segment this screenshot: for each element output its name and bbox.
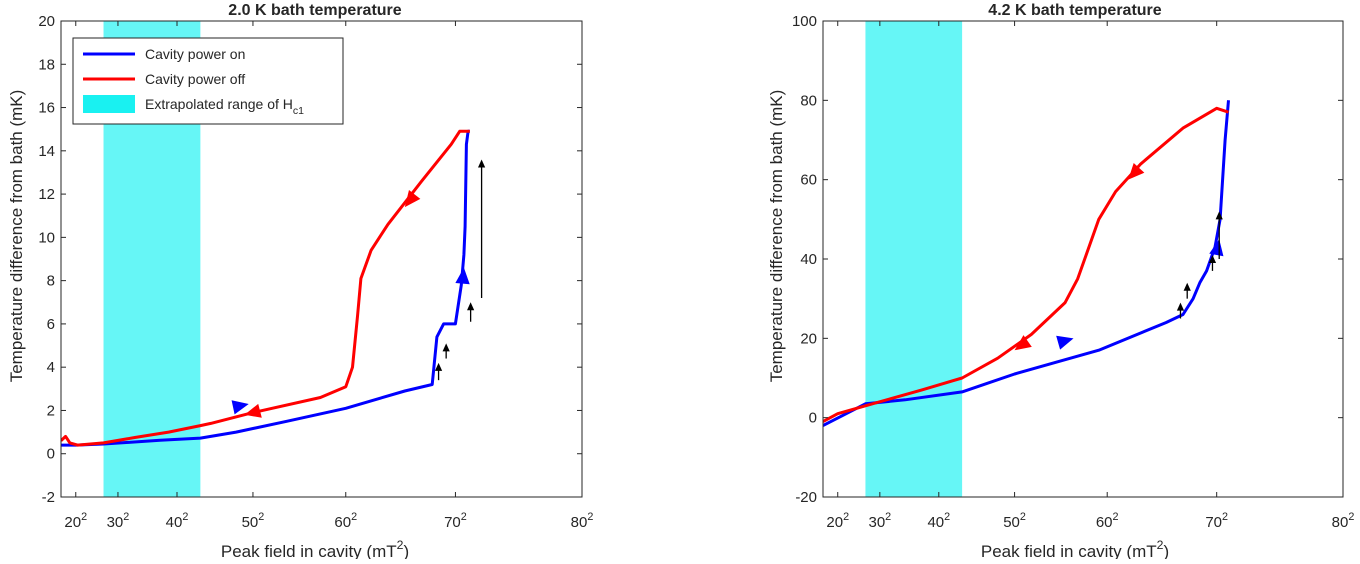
y-tick-label: 8 (47, 273, 55, 290)
legend: Cavity power on Cavity power off Extrapola… (72, 37, 344, 125)
jump-arrow-head (1183, 282, 1191, 291)
jump-arrow-head (1208, 255, 1217, 264)
x-tick-label: 802 (1332, 511, 1355, 531)
y-axis-label: Temperature difference from bath (mK) (767, 90, 786, 383)
x-tick-label: 502 (242, 511, 265, 531)
y-tick-label: -2 (42, 489, 55, 506)
direction-arrow (231, 400, 249, 415)
x-tick-label: 702 (444, 511, 467, 531)
direction-arrow (1209, 239, 1224, 257)
series-power-off-line (823, 106, 1229, 423)
x-tick-label: 802 (571, 511, 594, 531)
direction-arrow (1056, 335, 1074, 350)
y-tick-label: 80 (800, 92, 817, 109)
chart-panel-4k: 4.2 K bath temperature Peak field in cav… (767, 2, 1355, 561)
jump-arrow-head (1215, 211, 1223, 220)
x-tick-label: 602 (1096, 511, 1119, 531)
series-power-on-line (823, 100, 1230, 427)
axes-box (60, 20, 583, 498)
jump-arrow-head (442, 343, 450, 352)
x-tick-label: 202 (826, 511, 849, 531)
y-tick-label: 40 (800, 251, 817, 268)
jump-arrow-head (1176, 302, 1185, 311)
y-tick-label: 6 (47, 316, 55, 333)
y-tick-label: 2 (47, 402, 55, 419)
chart-title: 4.2 K bath temperature (988, 2, 1161, 19)
legend-swatch-patch (83, 95, 135, 113)
hc1-range-band (865, 21, 963, 497)
legend-label: Cavity power off (145, 71, 245, 87)
y-tick-label: 100 (792, 13, 817, 30)
y-tick-label: 16 (38, 100, 55, 117)
direction-arrow (1128, 162, 1145, 180)
y-tick-label: 4 (47, 359, 55, 376)
x-tick-label: 602 (334, 511, 357, 531)
x-tick-label: 402 (166, 511, 189, 531)
y-tick-label: 12 (38, 186, 55, 203)
direction-arrow (1014, 335, 1032, 351)
y-tick-label: 10 (38, 229, 55, 246)
x-tick-label: 302 (868, 511, 891, 531)
x-tick-label: 402 (927, 511, 950, 531)
x-tick-label: 502 (1003, 511, 1026, 531)
x-tick-label: 702 (1205, 511, 1228, 531)
jump-arrow-head (434, 362, 443, 371)
series-power-on-line (61, 129, 470, 447)
y-tick-label: 0 (47, 446, 55, 463)
y-tick-label: 20 (38, 13, 55, 30)
x-tick-label: 302 (107, 511, 130, 531)
legend-label: Extrapolated range of Hc1 (145, 96, 304, 117)
y-axis-label: Temperature difference from bath (mK) (7, 90, 26, 383)
y-tick-label: -20 (795, 489, 817, 506)
y-tick-label: 18 (38, 56, 55, 73)
chart-panel-2k: 2.0 K bath temperature Peak field in cav… (7, 2, 594, 561)
x-tick-label: 202 (64, 511, 87, 531)
direction-arrow (404, 190, 421, 208)
y-tick-label: 14 (38, 143, 55, 160)
y-tick-label: 20 (800, 330, 817, 347)
x-axis-label: Peak field in cavity (mT2) (981, 538, 1169, 559)
x-axis-label: Peak field in cavity (mT2) (221, 538, 409, 559)
chart-title: 2.0 K bath temperature (228, 2, 401, 19)
jump-arrow-head (467, 302, 475, 311)
legend-label: Cavity power on (145, 46, 245, 62)
direction-arrow (455, 267, 470, 285)
jump-arrow-head (477, 159, 486, 168)
y-tick-label: 60 (800, 172, 817, 189)
y-tick-label: 0 (809, 410, 817, 427)
direction-arrow (244, 403, 262, 418)
